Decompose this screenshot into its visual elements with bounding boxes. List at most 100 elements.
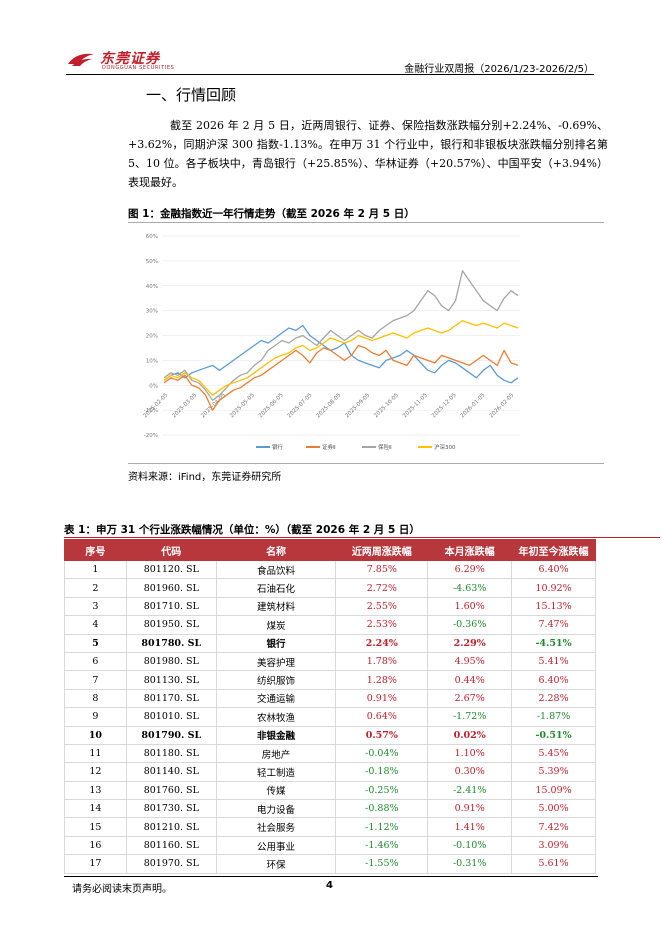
table-cell: 801160. SL	[125, 836, 217, 856]
table-cell: 801790. SL	[125, 726, 217, 745]
table-cell: 9	[64, 707, 127, 727]
table-cell: 0.91%	[335, 689, 429, 709]
logo-text-en: DONGGUAN SECURITIES	[102, 65, 175, 71]
table-cell: 801980. SL	[125, 652, 217, 672]
table-cell: 1.28%	[335, 670, 429, 690]
x-tick-label: 2025-03-05	[171, 392, 198, 419]
table-cell: -1.55%	[335, 854, 429, 874]
table-cell: 食品饮料	[215, 560, 337, 580]
column-header: 序号	[64, 539, 127, 561]
table-cell: 0.02%	[427, 726, 513, 745]
table-cell: 801960. SL	[125, 578, 217, 598]
table-cell: 公用事业	[215, 836, 337, 856]
table-cell: 2.67%	[427, 689, 513, 709]
legend-label: 证券Ⅱ	[322, 443, 336, 451]
x-tick-label: 2026-01-05	[460, 392, 487, 419]
table-cell: 801780. SL	[125, 634, 217, 653]
table-cell: 农林牧渔	[215, 707, 337, 727]
table-row: 7 801130. SL 纺织服饰 1.28% 0.44% 6.40%	[64, 670, 596, 690]
table-row: 14 801730. SL 电力设备 -0.88% 0.91% 5.00%	[64, 799, 596, 819]
table-cell: 15	[64, 817, 127, 837]
table-cell: 建筑材料	[215, 597, 337, 617]
table-cell: -0.10%	[427, 836, 513, 856]
industry-ranking-table: 序号 代码 名称 近两周涨跌幅 本月涨跌幅 年初至今涨跌幅 1 801120. SL 食品饮料…	[64, 539, 596, 874]
x-tick-label: 2025-04-05	[200, 392, 227, 419]
table-cell: 1.10%	[427, 744, 513, 764]
logo-text-cn: 东莞证券	[100, 51, 160, 67]
table-cell: 801970. SL	[125, 854, 217, 874]
table-cell: 3	[64, 597, 127, 617]
chart-legend: 银行 证券Ⅱ 保险Ⅱ 沪深300	[256, 443, 456, 451]
table-cell: 传媒	[215, 781, 337, 801]
table-row: 15 801210. SL 社会服务 -1.12% 1.41% 7.42%	[64, 817, 596, 837]
table-cell: 石油石化	[215, 578, 337, 598]
table-cell: 12	[64, 762, 127, 782]
table-cell: 6.40%	[511, 560, 596, 580]
table-caption: 表 1：申万 31 个行业涨跌幅情况（单位：%）（截至 2026 年 2 月 5…	[64, 524, 420, 536]
table-cell: -0.88%	[335, 799, 429, 819]
company-logo: 东莞证券 DONGGUAN SECURITIES	[66, 48, 186, 74]
table-cell: 1	[64, 560, 127, 580]
table-cell: 纺织服饰	[215, 670, 337, 690]
table-cell: 2	[64, 578, 127, 598]
table-row: 4 801950. SL 煤炭 2.53% -0.36% 7.47%	[64, 615, 596, 635]
y-tick-label: 30%	[146, 309, 158, 315]
table-cell: 801180. SL	[125, 744, 217, 764]
figure-source: 资料来源：iFind，东莞证券研究所	[128, 472, 282, 483]
table-cell: 801140. SL	[125, 762, 217, 782]
table-cell: 煤炭	[215, 615, 337, 635]
table-cell: -4.63%	[427, 578, 513, 598]
table-cell: 11	[64, 744, 127, 764]
figure-caption: 图 1：金融指数近一年行情走势（截至 2026 年 2 月 5 日）	[128, 208, 415, 220]
table-cell: 1.60%	[427, 597, 513, 617]
table-cell: 美容护理	[215, 652, 337, 672]
x-tick-label: 2025-09-05	[344, 392, 371, 419]
table-cell: 0.57%	[335, 726, 429, 745]
table-cell: 0.64%	[335, 707, 429, 727]
x-tick-label: 2025-10-05	[373, 392, 400, 419]
y-tick-label: -20%	[144, 433, 158, 439]
column-header: 名称	[215, 539, 337, 561]
table-cell: 801950. SL	[125, 615, 217, 635]
column-header: 本月涨跌幅	[427, 539, 513, 561]
column-header: 代码	[125, 539, 217, 561]
y-tick-label: 0%	[149, 383, 158, 389]
y-tick-label: 10%	[146, 358, 158, 364]
column-header: 近两周涨跌幅	[335, 539, 429, 561]
table-cell: 7.47%	[511, 615, 596, 635]
table-cell: -1.72%	[427, 707, 513, 727]
chart-gridlines	[162, 235, 520, 436]
table-row: 12 801140. SL 轻工制造 -0.18% 0.30% 5.39%	[64, 762, 596, 782]
chart-series	[163, 270, 519, 411]
table-cell: 5.41%	[511, 652, 596, 672]
y-tick-label: 40%	[146, 284, 158, 290]
x-tick-label: 2025-08-05	[316, 392, 343, 419]
table-cell: 5.00%	[511, 799, 596, 819]
x-tick-label: 2025-06-05	[258, 392, 285, 419]
table-cell: 13	[64, 781, 127, 801]
table-cell: 801730. SL	[125, 799, 217, 819]
table-cell: 5.61%	[511, 854, 596, 874]
table-cell: 2.24%	[335, 634, 429, 653]
table-cell: 7.85%	[335, 560, 429, 580]
figure-bottom-divider	[128, 463, 604, 464]
series-line	[163, 324, 519, 384]
y-tick-label: 60%	[146, 234, 158, 240]
table-cell: 6.40%	[511, 670, 596, 690]
table-row: 17 801970. SL 环保 -1.55% -0.31% 5.61%	[64, 854, 596, 874]
table-row: 5 801780. SL 银行 2.24% 2.29% -4.51%	[64, 634, 596, 653]
chart-y-axis: 60% 50% 40% 30% 20% 10% 0% -10% -20%	[144, 234, 158, 439]
figure-top-divider	[128, 222, 604, 223]
table-cell: 15.09%	[511, 781, 596, 801]
x-tick-label: 2025-11-05	[402, 392, 429, 419]
page-number: 4	[326, 880, 333, 891]
table-cell: 801210. SL	[125, 817, 217, 837]
table-cell: -2.41%	[427, 781, 513, 801]
table-cell: 银行	[215, 634, 337, 653]
table-cell: -1.87%	[511, 707, 596, 727]
series-line	[163, 319, 519, 396]
table-row: 3 801710. SL 建筑材料 2.55% 1.60% 15.13%	[64, 597, 596, 617]
table-row: 2 801960. SL 石油石化 2.72% -4.63% 10.92%	[64, 578, 596, 598]
table-cell: -1.46%	[335, 836, 429, 856]
table-row: 16 801160. SL 公用事业 -1.46% -0.10% 3.09%	[64, 836, 596, 856]
